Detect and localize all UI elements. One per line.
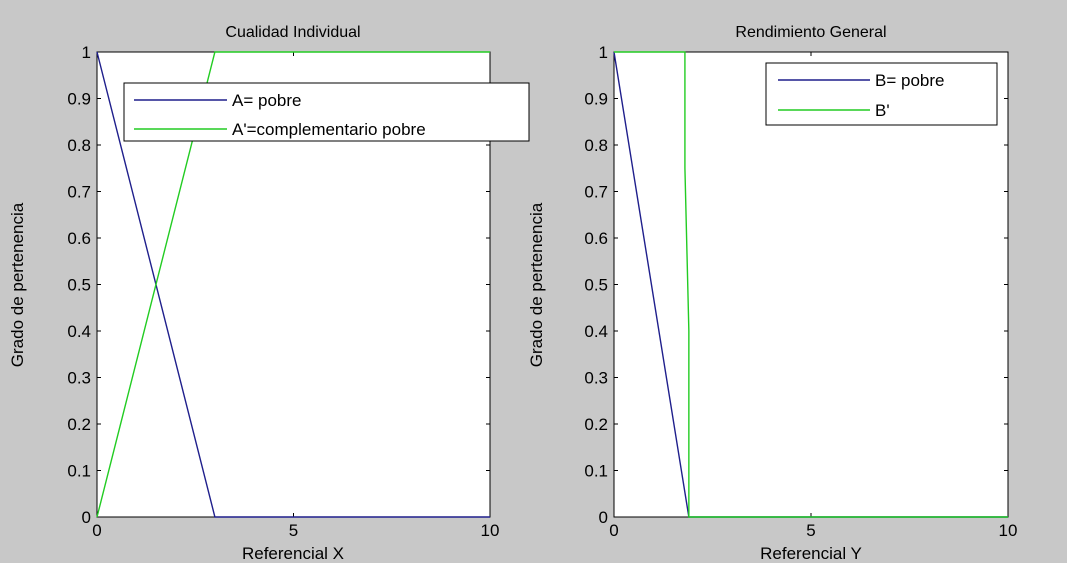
- series-line-right-2: [614, 51, 1008, 518]
- y-tick-label: 0.5: [67, 276, 91, 295]
- legend-label: A'=complementario pobre: [232, 120, 426, 139]
- y-tick-label: 0: [82, 508, 91, 527]
- axes-right: [613, 51, 1009, 518]
- legend-left: A= pobre A'=complementario pobre: [123, 82, 530, 142]
- y-tick-label: 0.5: [584, 276, 608, 295]
- y-tick-label: 0.6: [67, 229, 91, 248]
- legend-label: A= pobre: [232, 91, 301, 110]
- y-tick-label: 0.3: [67, 369, 91, 388]
- y-tick-label: 0.8: [584, 136, 608, 155]
- y-tick-label: 0.9: [67, 90, 91, 109]
- plot-title-left: Cualidad Individual: [225, 24, 360, 41]
- x-axis-label-left: Referencial X: [242, 544, 344, 563]
- y-tick-label: 0.4: [584, 322, 608, 341]
- y-tick-label: 0.2: [584, 415, 608, 434]
- x-tick-label: 10: [999, 521, 1018, 540]
- ticks-right: 00.10.20.30.40.50.60.70.80.910 5 10: [584, 43, 1017, 540]
- y-tick-label: 0.3: [584, 369, 608, 388]
- y-axis-label-left: Grado de pertenencia: [8, 202, 27, 367]
- subplot-left: Cualidad Individual Referencial X Grado …: [8, 24, 530, 563]
- y-axis-label-right: Grado de pertenencia: [527, 202, 546, 367]
- y-tick-label: 0: [599, 508, 608, 527]
- series-line-left-2: [96, 51, 490, 518]
- x-tick-label: 0: [92, 521, 101, 540]
- x-tick-label: 5: [289, 521, 298, 540]
- series-left: [96, 51, 490, 518]
- y-tick-label: 0.7: [67, 183, 91, 202]
- legend-label: B= pobre: [875, 71, 944, 90]
- y-tick-label: 0.7: [584, 183, 608, 202]
- series-right: [613, 51, 1008, 518]
- y-tick-label: 0.1: [67, 462, 91, 481]
- plot-title-right: Rendimiento General: [735, 24, 886, 41]
- legend-label: B': [875, 101, 890, 120]
- y-tick-label: 0.6: [584, 229, 608, 248]
- series-line-left-1: [96, 51, 490, 518]
- y-tick-label: 1: [599, 43, 608, 62]
- legend-right: B= pobre B': [765, 62, 998, 126]
- y-tick-label: 0.9: [584, 90, 608, 109]
- ticks-left: 00.10.20.30.40.50.60.70.80.910 5 10: [67, 43, 499, 540]
- x-tick-label: 5: [806, 521, 815, 540]
- legend-box-left: [123, 82, 530, 142]
- subplot-right: Rendimiento General Referencial Y Grado …: [527, 24, 1017, 563]
- x-tick-label: 0: [609, 521, 618, 540]
- y-tick-label: 0.4: [67, 322, 91, 341]
- legend-box-right: [765, 62, 998, 126]
- y-tick-label: 0.8: [67, 136, 91, 155]
- x-axis-label-right: Referencial Y: [760, 544, 862, 563]
- y-tick-label: 1: [82, 43, 91, 62]
- x-tick-label: 10: [481, 521, 500, 540]
- y-tick-label: 0.1: [584, 462, 608, 481]
- y-tick-label: 0.2: [67, 415, 91, 434]
